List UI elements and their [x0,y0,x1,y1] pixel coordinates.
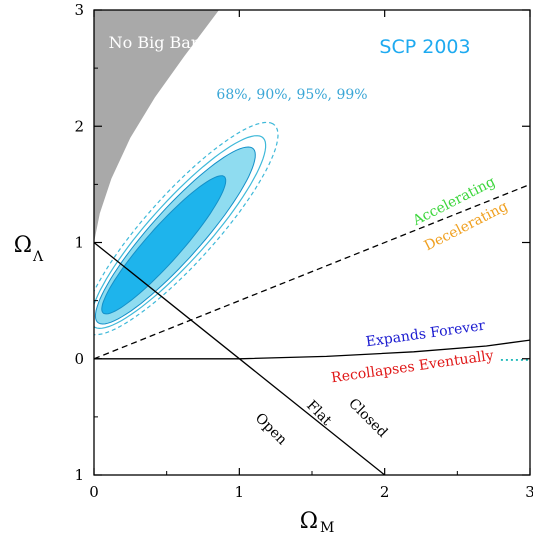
y-tick-label: 1 [74,466,84,484]
contour-99pct [94,121,279,336]
no-big-bang-label: No Big Bang [109,33,212,52]
y-tick-label: 2 [74,117,84,135]
x-axis-label: Ω M [300,509,335,536]
x-axis-label-subscript: M [320,520,334,536]
confidence-contours [94,121,279,336]
y-tick-label: 1 [74,234,84,252]
open-label: Open [252,410,290,448]
y-axis-label-subscript: Λ [32,249,44,265]
no-big-bang-region [94,10,219,243]
expands-forever-recollapses-eventually-line [94,339,530,360]
shaded-regions [94,10,219,243]
flat-label: Flat [303,398,334,429]
x-tick-label: 1 [235,483,245,501]
boundary-lines [94,183,530,475]
x-tick-label: 2 [380,483,390,501]
contour-68pct [101,175,227,315]
contour-95pct [94,135,267,330]
y-tick-label: 0 [74,350,84,368]
y-axis-label-symbol: Ω [14,233,32,258]
confidence-levels-label: 68%, 90%, 95%, 99% [216,87,367,103]
x-tick-label: 0 [89,483,99,501]
y-tick-label: 3 [74,1,84,19]
accelerating-decelerating-line [94,183,530,360]
x-axis-label-symbol: Ω [300,509,318,534]
x-tick-label: 3 [525,483,533,501]
closed-label: Closed [345,396,390,441]
y-axis-label: Ω Λ [14,233,44,265]
expands-forever-label: Expands Forever [365,318,487,351]
recollapses-eventually-label: Recollapses Eventually [330,348,494,387]
chart-title: SCP 2003 [379,36,470,58]
